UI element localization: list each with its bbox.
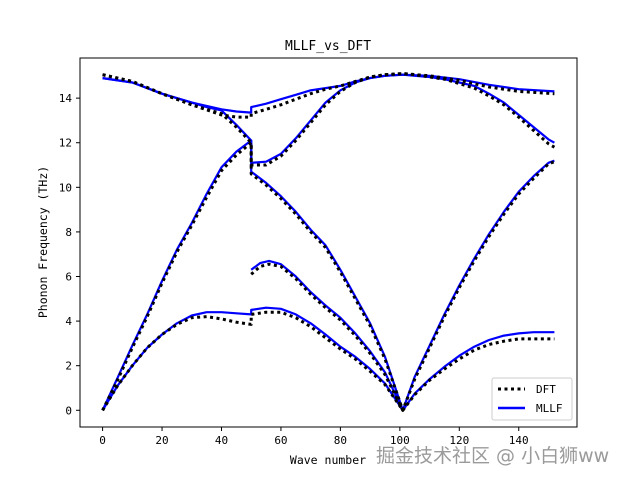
branch-line-dft — [102, 72, 555, 119]
branch-line-dft — [102, 72, 556, 167]
y-tick-label: 4 — [65, 315, 72, 328]
x-tick-label: 100 — [390, 434, 410, 447]
y-tick-label: 2 — [65, 360, 72, 373]
y-tick-label: 0 — [65, 404, 72, 417]
y-tick-label: 14 — [59, 92, 73, 105]
plot-area — [80, 58, 577, 427]
watermark: 掘金技术社区 @ 小白狮ww — [376, 445, 610, 467]
y-tick-label: 10 — [59, 181, 72, 194]
y-tick-label: 12 — [59, 137, 72, 150]
axes-frame — [79, 57, 578, 428]
x-tick-label: 0 — [99, 434, 106, 447]
x-tick-label: 140 — [509, 434, 529, 447]
legend-label-mllf: MLLF — [536, 402, 563, 415]
y-axis-label: Phonon Frequency (THz) — [36, 166, 50, 318]
chart-title: MLLF_vs_DFT — [285, 39, 371, 54]
y-tick-label: 6 — [65, 271, 72, 284]
branch-line-dft — [101, 141, 555, 412]
y-axis: 0 2 4 6 8 10 12 14 — [59, 92, 80, 417]
series-mllf — [101, 73, 555, 412]
x-tick-label: 80 — [334, 434, 347, 447]
legend-label-dft: DFT — [536, 383, 556, 396]
legend: DFT MLLF — [491, 377, 573, 421]
y-tick-label: 8 — [65, 226, 72, 239]
x-tick-label: 60 — [274, 434, 287, 447]
x-axis-label: Wave number — [290, 453, 366, 467]
series-dft — [101, 72, 556, 412]
x-tick-label: 120 — [449, 434, 469, 447]
branch-line-dft — [101, 310, 555, 412]
branch-line-dft — [250, 262, 405, 411]
branch-line-mllf — [101, 139, 555, 412]
branch-line-mllf — [250, 259, 404, 411]
x-axis: 0 20 40 60 80 100 120 140 — [99, 427, 529, 447]
x-tick-label: 40 — [215, 434, 228, 447]
series-lines — [101, 72, 556, 412]
x-tick-label: 20 — [155, 434, 168, 447]
